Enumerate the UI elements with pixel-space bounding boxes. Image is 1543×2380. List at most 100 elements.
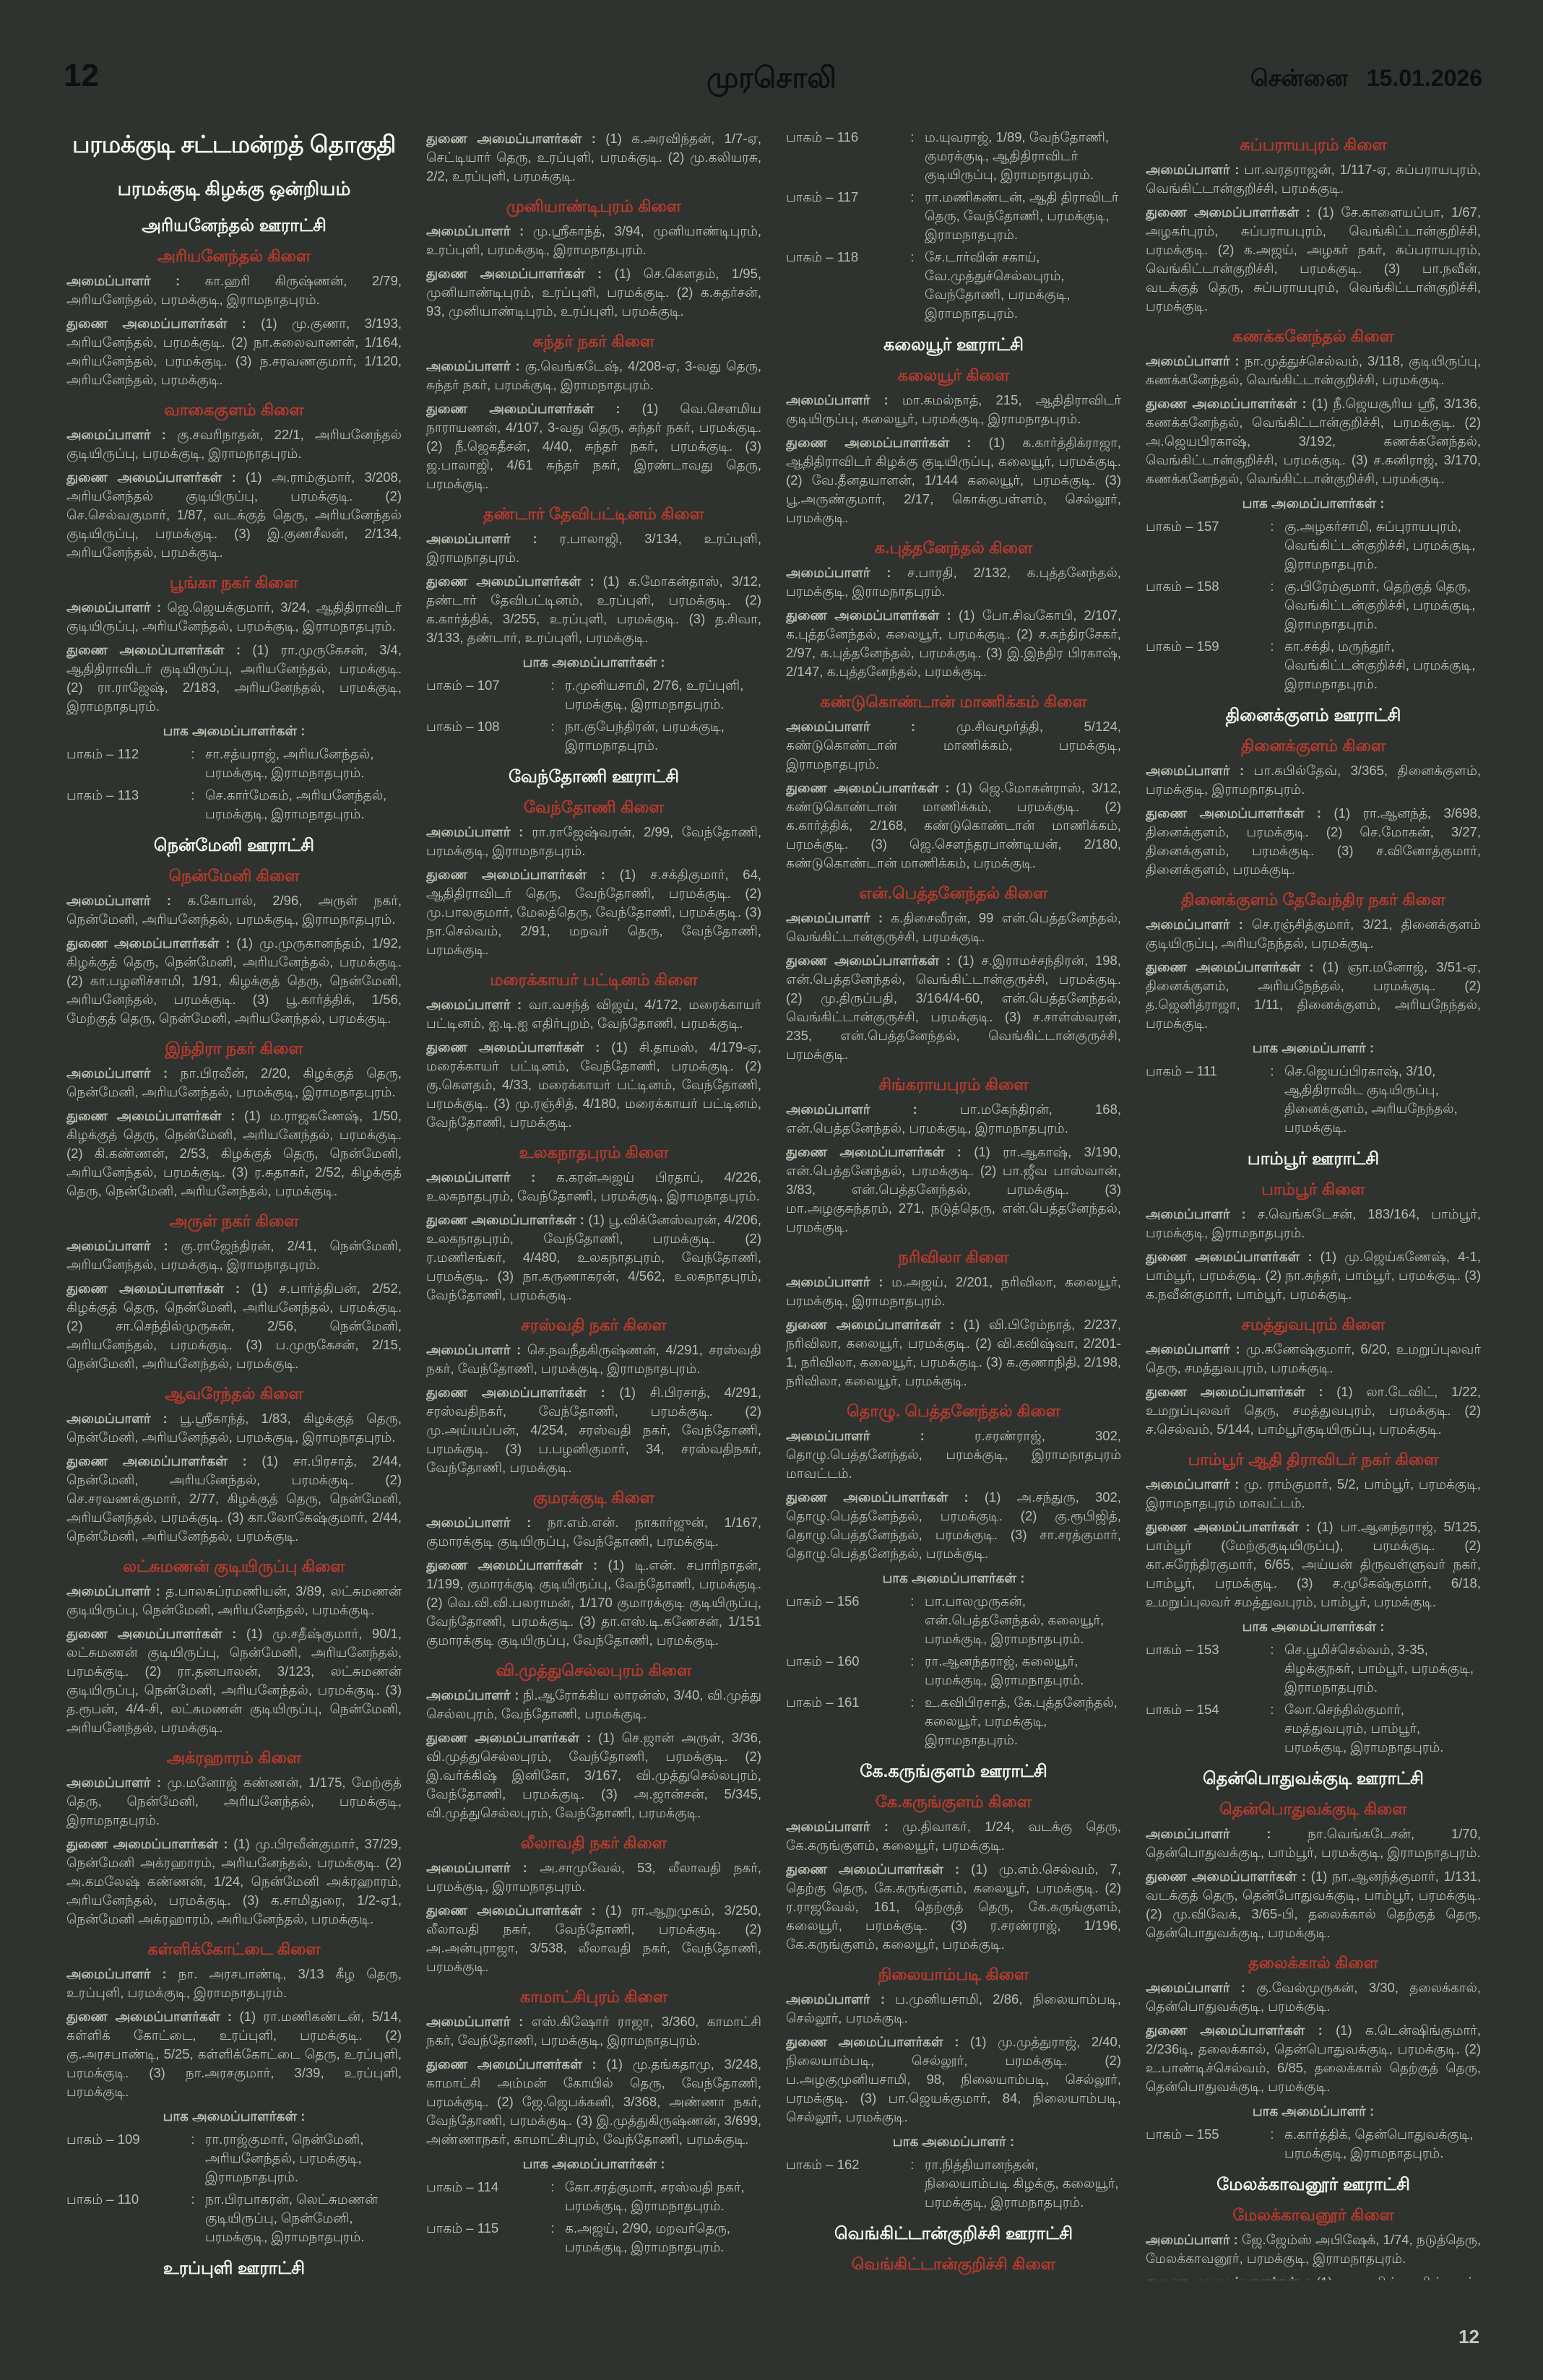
- role-label: துணை அமைப்பாளர்கள் :: [66, 1108, 245, 1123]
- organizer-paragraph: அமைப்பாளர் : நா. அரசபாண்டி, 3/13 கீழ தெர…: [66, 1966, 402, 2000]
- branch-heading: தினைக்குளம் கிளை: [1240, 737, 1386, 755]
- organizer-paragraph: அமைப்பாளர் : கு.வேல்முருகன், 3/30, தலைக்…: [1146, 1980, 1481, 2014]
- role-label: துணை அமைப்பாளர்கள் :: [1146, 2022, 1336, 2038]
- part-text: கா.சக்தி, மருந்தூர், வெங்கிட்டன்குறிச்சி…: [1284, 639, 1476, 691]
- part-organizers-heading: பாக அமைப்பாளர்கள் :: [882, 1570, 1025, 1585]
- role-label: அமைப்பாளர் :: [786, 565, 908, 580]
- role-label: துணை அமைப்பாளர்கள் :: [786, 1144, 974, 1159]
- part-number: பாகம் – 157: [1146, 519, 1219, 534]
- role-label: துணை அமைப்பாளர்கள் :: [66, 1836, 234, 1851]
- role-label: துணை அமைப்பாளர்கள் :: [66, 316, 262, 331]
- part-text: உ.கவிபிரசாத், கே.புத்தனேந்தல், கலையூர், …: [925, 1695, 1118, 1747]
- part-colon: :: [550, 678, 555, 693]
- part-text: கோ.சரத்குமார், சரஸ்வதி நகர், பரமக்குடி, …: [565, 2179, 745, 2213]
- part-number: பாகம் – 161: [786, 1695, 860, 1710]
- role-label: துணை அமைப்பாளர்கள் :: [66, 935, 237, 951]
- part-number: பாகம் – 154: [1146, 1702, 1219, 1717]
- branch-heading: என்.பெத்தனேந்தல் கிளை: [859, 884, 1048, 902]
- part-colon: :: [1270, 579, 1274, 594]
- role-label: துணை அமைப்பாளர்கள் :: [426, 1730, 599, 1745]
- role-label: துணை அமைப்பாளர்கள் :: [786, 953, 958, 968]
- branch-heading: தண்டார் தேவிபட்டினம் கிளை: [483, 505, 704, 523]
- organizer-paragraph: துணை அமைப்பாளர்கள் : (1) மு.ஜெய்கணேஷ், 4…: [1146, 1249, 1481, 1302]
- part-text: கு.பிரேம்குமார், தெற்குத் தெரு, வெங்கிட்…: [1284, 579, 1476, 631]
- role-label: துணை அமைப்பாளர்கள் :: [426, 401, 642, 416]
- organizer-paragraph: அமைப்பாளர் : மு.ஸ்ரீகாந்த், 3/94, முனியா…: [426, 223, 761, 257]
- part-colon: :: [191, 2191, 195, 2207]
- organizer-paragraph: துணை அமைப்பாளர்கள் : (1) சா.பிரசாத், 2/4…: [66, 1453, 402, 1544]
- organizer-paragraph: துணை அமைப்பாளர்கள் : (1) செ.கௌதம், 1/95,…: [426, 266, 761, 319]
- part-colon: :: [910, 189, 915, 204]
- role-label: துணை அமைப்பாளர்கள் :: [786, 435, 989, 450]
- organizer-paragraph: அமைப்பாளர் : மு.மனோஜ் கண்ணன், 1/175, மேற…: [66, 1775, 402, 1827]
- part-colon: :: [910, 1593, 915, 1609]
- role-label: அமைப்பாளர் :: [66, 1238, 181, 1253]
- role-label: அமைப்பாளர் :: [426, 1860, 540, 1875]
- role-label: அமைப்பாளர் :: [426, 824, 532, 839]
- organizer-paragraph: அமைப்பாளர் : கா.ஹரி கிருஷ்ணன், 2/79, அரி…: [66, 273, 402, 307]
- branch-heading: சிங்கராயபுரம் கிளை: [878, 1076, 1029, 1094]
- organizer-paragraph: துணை அமைப்பாளர்கள் : (1) மு.பிரவீன்குமார…: [66, 1836, 402, 1926]
- role-label: அமைப்பாளர் :: [786, 1102, 960, 1117]
- part-organizers-heading: பாக அமைப்பாளர் :: [1252, 1040, 1375, 1055]
- role-label: அமைப்பாளர் :: [1146, 763, 1254, 778]
- organizer-paragraph: அமைப்பாளர் : நி.ஆரோக்கிய லாரன்ஸ், 3/40, …: [426, 1687, 761, 1721]
- part-row: பாகம் – 109: ரா.ராஜ்குமார், நென்மேனி, அரி…: [66, 2130, 402, 2186]
- organizer-paragraph: அமைப்பாளர் : நா.எம்.என். நாகார்ஜுன், 1/1…: [426, 1515, 761, 1549]
- organizer-paragraph: அமைப்பாளர் : மா.கமல்நாத், 215, ஆதிதிராவி…: [786, 392, 1121, 426]
- role-label: அமைப்பாளர் :: [1146, 1980, 1257, 1995]
- panchayat-heading: தினைக்குளம் ஊராட்சி: [1225, 706, 1401, 725]
- organizer-paragraph: துணை அமைப்பாளர்கள் : (1) மு.எம்.செல்வம்,…: [786, 1861, 1121, 1952]
- organizer-paragraph: துணை அமைப்பாளர்கள் : (1) ஜெ.மோகன்ராஸ், 3…: [786, 780, 1121, 870]
- branch-heading: பாம்பூர் கிளை: [1261, 1180, 1365, 1198]
- organizer-paragraph: துணை அமைப்பாளர்கள் : (1) மு.தங்கதாமு, 3/…: [426, 2056, 761, 2147]
- branch-heading: சுந்தர் நகர் கிளை: [532, 332, 655, 350]
- organizer-paragraph: துணை அமைப்பாளர்கள் : (1) பா.ஆனந்தராஜ், 5…: [1146, 1519, 1481, 1609]
- organizer-paragraph: துணை அமைப்பாளர்கள் : (1) சே.காளையப்பா, 1…: [1146, 204, 1481, 313]
- organizer-paragraph: துணை அமைப்பாளர்கள் : (1) க.டென்ஷிங்குமார…: [1146, 2022, 1481, 2094]
- part-organizers-heading: பாக அமைப்பாளர் :: [892, 2134, 1015, 2149]
- organizer-paragraph: துணை அமைப்பாளர்கள் : (1) மு.முத்துராஜ், …: [786, 2034, 1121, 2124]
- role-label: அமைப்பாளர் :: [786, 392, 902, 407]
- part-number: பாகம் – 110: [66, 2191, 139, 2207]
- column-1: பரமக்குடி சட்டமன்றத் தொகுதி பரமக்குடி கிழ…: [66, 124, 402, 2280]
- part-organizers-heading: பாக அமைப்பாளர்கள் :: [1242, 496, 1385, 511]
- role-label: அமைப்பாளர் :: [1146, 162, 1245, 177]
- branch-heading: லீலாவதி நகர் கிளை: [520, 1834, 667, 1852]
- role-label: அமைப்பாளர் :: [426, 1687, 524, 1702]
- role-label: துணை அமைப்பாளர்கள் :: [786, 2034, 970, 2049]
- organizer-paragraph: துணை அமைப்பாளர்கள் : (1) ம.ராஜகணேஷ், 1/5…: [66, 1108, 402, 1198]
- part-number: பாகம் – 117: [786, 189, 859, 204]
- part-text: லோ.செந்தில்குமார், சமத்துவபுரம், பாம்பூர…: [1284, 1702, 1444, 1754]
- organizer-paragraph: துணை அமைப்பாளர்கள் : (1) ரா.மணிகண்டன், 5…: [66, 2009, 402, 2099]
- branch-heading: பாம்பூர் ஆதி திராவிடர் நகர் கிளை: [1188, 1450, 1439, 1468]
- part-text: பா.பாலமுருகன், என்.பெத்தனேந்தல், கலையூர்…: [925, 1593, 1105, 1646]
- part-number: பாகம் – 156: [786, 1593, 860, 1609]
- role-label: துணை அமைப்பாளர்கள் :: [1146, 2275, 1316, 2280]
- part-text: ம.யுவராஜ், 1/89, வேந்தோணி, குமரக்குடி, ஆ…: [925, 129, 1110, 182]
- role-label: அமைப்பாளர் :: [66, 1411, 180, 1426]
- role-label: அமைப்பாளர் :: [66, 1065, 181, 1081]
- branch-heading: தினைக்குளம் தேவேந்திர நகர் கிளை: [1180, 891, 1446, 909]
- part-colon: :: [1270, 639, 1274, 654]
- part-text: க.அஜய், 2/90, மறவர்தெரு, பரமக்குடி, இராம…: [565, 2220, 730, 2254]
- role-label: அமைப்பாளர் :: [426, 2014, 532, 2029]
- organizer-paragraph: அமைப்பாளர் : த.பாலசுப்ரமணியன், 3/89, லட்…: [66, 1583, 402, 1617]
- part-number: பாகம் – 109: [66, 2132, 140, 2147]
- panchayat-heading: கே.கருங்குளம் ஊராட்சி: [860, 1762, 1047, 1781]
- part-colon: :: [550, 2220, 555, 2236]
- part-row: பாகம் – 107: ர.முனியசாமி, 2/76, உரப்புளி,…: [426, 676, 761, 714]
- role-label: அமைப்பாளர் :: [426, 223, 533, 238]
- header-edition: சென்னை 15.01.2026: [1232, 65, 1482, 95]
- branch-heading: வாகைகுளம் கிளை: [164, 401, 304, 419]
- branch-heading: தென்பொதுவக்குடி கிளை: [1219, 1800, 1407, 1818]
- part-row: பாகம் – 115: க.அஜய், 2/90, மறவர்தெரு, பரம…: [426, 2219, 761, 2256]
- branch-heading: மேலக்காவனூர் கிளை: [1232, 2206, 1394, 2224]
- role-label: துணை அமைப்பாளர்கள் :: [786, 1317, 964, 1332]
- branch-heading: சமத்துவபுரம் கிளை: [1241, 1315, 1386, 1333]
- edition-city: சென்னை: [1250, 65, 1348, 91]
- panchayat-heading: பாம்பூர் ஊராட்சி: [1247, 1149, 1380, 1169]
- role-label: அமைப்பாளர் :: [786, 910, 891, 925]
- role-label: துணை அமைப்பாளர்கள் :: [426, 266, 615, 281]
